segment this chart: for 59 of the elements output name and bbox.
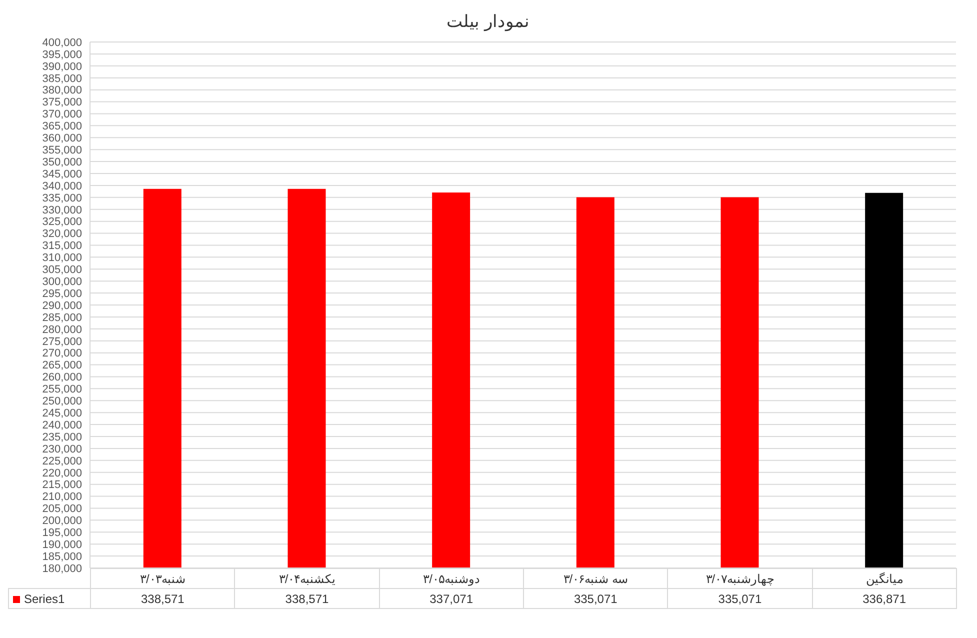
y-tick-label: 285,000 xyxy=(42,312,82,324)
y-tick-label: 290,000 xyxy=(42,300,82,312)
y-tick-label: 400,000 xyxy=(42,36,82,49)
y-tick-label: 255,000 xyxy=(42,384,82,396)
y-tick-label: 260,000 xyxy=(42,372,82,384)
y-tick-label: 180,000 xyxy=(42,562,82,575)
y-tick-label: 190,000 xyxy=(42,538,82,551)
y-tick-label: 230,000 xyxy=(42,443,82,456)
y-tick-label: 390,000 xyxy=(42,60,82,73)
data-label: 336,871 xyxy=(812,588,956,608)
y-tick-label: 380,000 xyxy=(42,84,82,97)
y-tick-label: 295,000 xyxy=(42,288,82,300)
y-tick-label: 265,000 xyxy=(42,360,82,372)
y-tick-label: 205,000 xyxy=(42,503,82,516)
y-tick-label: 275,000 xyxy=(42,336,82,348)
y-tick-label: 210,000 xyxy=(42,491,82,504)
y-tick-label: 215,000 xyxy=(42,479,82,492)
y-tick-label: 235,000 xyxy=(42,431,82,444)
y-tick-label: 200,000 xyxy=(42,515,82,528)
x-tick-label: میانگین xyxy=(812,568,956,588)
y-tick-label: 355,000 xyxy=(42,144,82,156)
y-tick-label: 385,000 xyxy=(42,72,82,85)
data-label: 338,571 xyxy=(234,588,380,608)
y-tick-label: 365,000 xyxy=(42,120,82,133)
data-label: 335,071 xyxy=(523,588,668,608)
legend-label: Series1 xyxy=(23,592,65,606)
y-tick-label: 250,000 xyxy=(42,396,82,408)
y-tick-label: 270,000 xyxy=(42,348,82,360)
y-tick-label: 315,000 xyxy=(42,240,82,252)
y-tick-label: 310,000 xyxy=(42,252,82,264)
y-tick-label: 350,000 xyxy=(42,156,82,168)
y-tick-label: 240,000 xyxy=(42,419,82,432)
y-tick-label: 325,000 xyxy=(42,216,82,228)
y-tick-label: 370,000 xyxy=(42,108,82,121)
y-tick-label: 345,000 xyxy=(42,168,82,180)
y-tick-label: 280,000 xyxy=(42,324,82,336)
y-tick-label: 375,000 xyxy=(42,96,82,109)
chart-title: نمودار بیلت xyxy=(446,11,530,34)
x-tick-label: شنبه۳/۰۳ xyxy=(90,568,235,588)
y-tick-label: 195,000 xyxy=(42,527,82,540)
y-tick-label: 220,000 xyxy=(42,467,82,480)
y-tick-label: 225,000 xyxy=(42,455,82,468)
y-tick-label: 300,000 xyxy=(42,276,82,288)
x-tick-label: چهارشنبه۳/۰۷ xyxy=(668,568,812,588)
y-tick-label: 330,000 xyxy=(42,204,82,216)
data-label: 338,571 xyxy=(90,588,235,608)
y-tick-label: 335,000 xyxy=(42,192,82,204)
y-tick-label: 360,000 xyxy=(42,132,82,145)
data-label: 337,071 xyxy=(379,588,524,608)
y-tick-label: 185,000 xyxy=(42,550,82,563)
y-tick-label: 245,000 xyxy=(42,407,82,420)
x-tick-label: سه شنبه۳/۰۶ xyxy=(523,568,668,588)
y-tick-label: 305,000 xyxy=(42,264,82,276)
x-tick-label: دوشنبه۳/۰۵ xyxy=(379,568,524,588)
data-label: 335,071 xyxy=(668,588,812,608)
x-tick-label: یکشنبه۳/۰۴ xyxy=(234,568,380,588)
y-tick-label: 340,000 xyxy=(42,180,82,192)
y-tick-label: 395,000 xyxy=(42,48,82,61)
y-tick-label: 320,000 xyxy=(42,228,82,240)
